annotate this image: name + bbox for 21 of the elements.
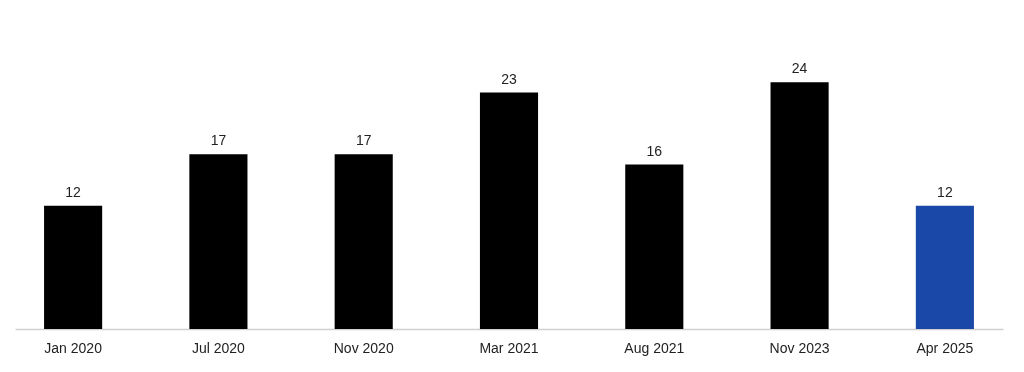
x-tick-label: Mar 2021: [479, 339, 539, 356]
data-label: 17: [355, 132, 372, 149]
x-tick-label: Aug 2021: [624, 339, 685, 356]
data-label: 17: [210, 132, 227, 149]
data-label: 16: [646, 142, 663, 159]
bar: [770, 82, 829, 329]
x-tick-label: Nov 2023: [769, 339, 830, 356]
x-tick-label: Nov 2020: [333, 339, 394, 356]
bar: [189, 154, 248, 329]
bar: [44, 205, 103, 329]
data-label: 12: [65, 183, 82, 200]
data-label: 24: [791, 60, 808, 77]
bar: [479, 92, 539, 329]
x-tick-label: Apr 2025: [916, 339, 974, 356]
bar: [625, 164, 684, 329]
data-label: 23: [501, 70, 517, 87]
bar: [334, 154, 393, 329]
x-tick-label: Jul 2020: [191, 339, 246, 356]
x-tick-label: Jan 2020: [44, 339, 103, 356]
bar: [915, 205, 974, 329]
data-label: 12: [937, 183, 953, 200]
